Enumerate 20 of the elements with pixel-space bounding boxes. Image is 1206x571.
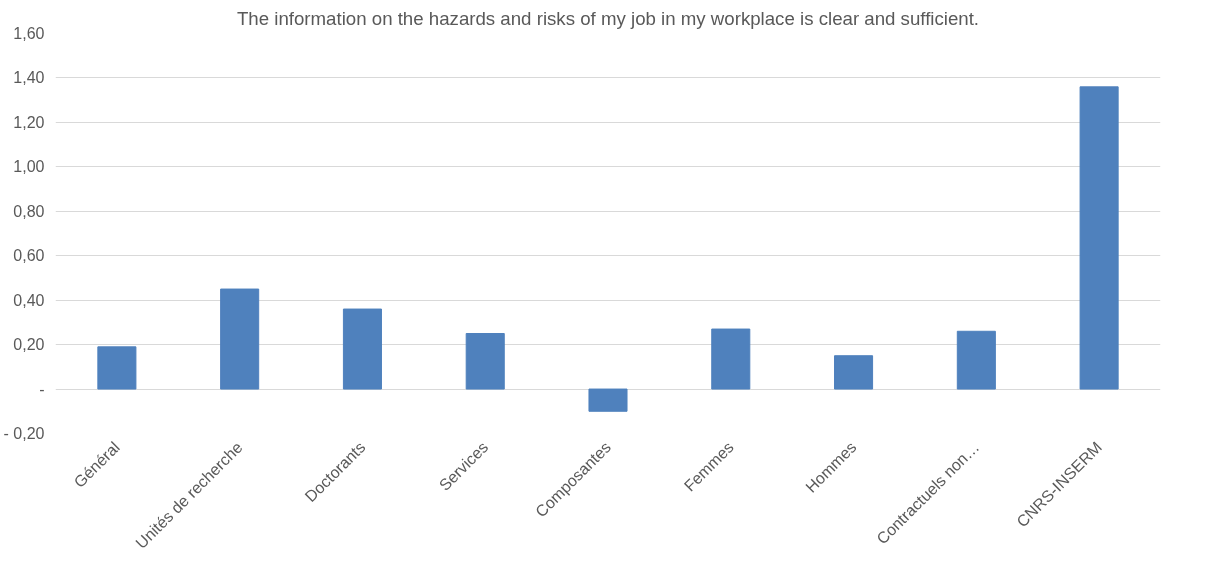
bar	[834, 355, 874, 390]
y-tick-label: 0,40	[13, 291, 45, 309]
bar	[711, 328, 751, 390]
bar	[220, 288, 260, 390]
y-tick-label: 0,60	[13, 247, 45, 265]
y-tick-label: 1,20	[13, 113, 45, 131]
bar	[1079, 86, 1119, 390]
bar	[588, 388, 628, 412]
bar	[956, 330, 996, 390]
bar	[465, 333, 505, 390]
bar	[97, 346, 137, 390]
y-tick-label: 0,80	[13, 202, 45, 220]
y-tick-label: 0,20	[13, 336, 45, 354]
y-tick-label: -	[39, 380, 45, 398]
bar	[342, 308, 382, 390]
y-tick-label: - 0,20	[3, 425, 45, 442]
y-tick-label: 1,60	[13, 25, 45, 42]
y-tick-label: 1,00	[13, 158, 45, 176]
chart-title: The information on the hazards and risks of my job in my workplace is clear and sufficient.	[236, 7, 980, 29]
y-tick-label: 1,40	[13, 69, 45, 87]
